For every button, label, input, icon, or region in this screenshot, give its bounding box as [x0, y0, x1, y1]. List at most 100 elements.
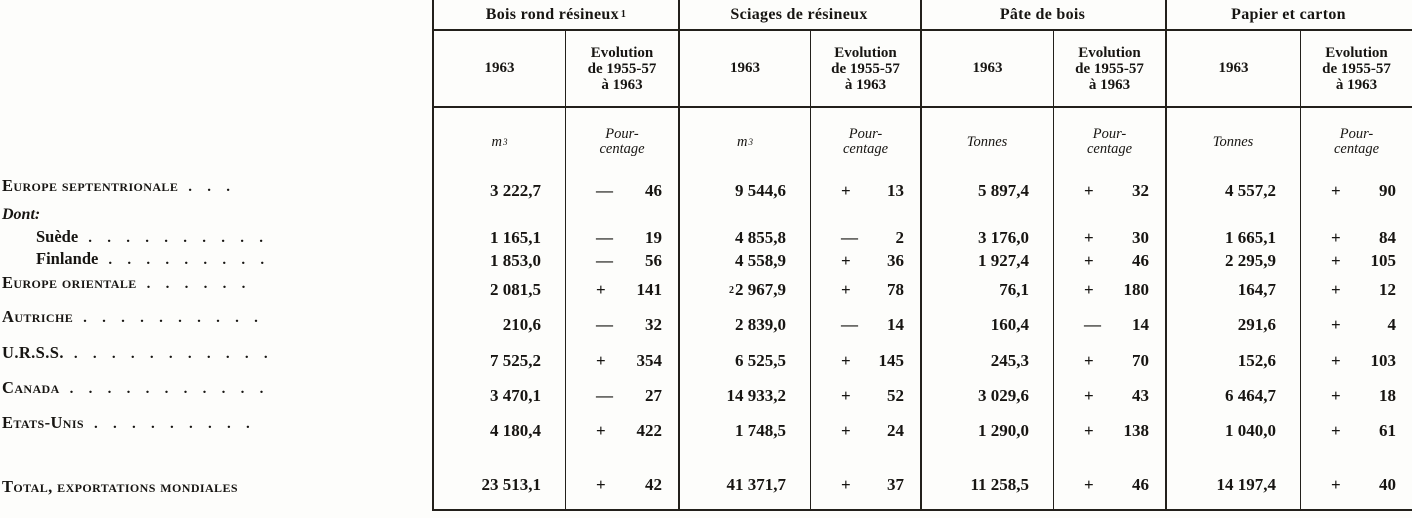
leader-dots: . . . . . . . . . .	[83, 310, 259, 326]
cell-evolution: +103	[1300, 343, 1412, 378]
footnote-marker: 1	[620, 9, 627, 20]
cell-evolution: +145	[810, 343, 920, 378]
cell-evolution: +43	[1053, 378, 1165, 413]
leader-dots: . . . . . . . . . . .	[73, 346, 269, 362]
cell-value: 245,3	[920, 343, 1053, 378]
cell-value: 3 029,6	[920, 378, 1053, 413]
group-header-papier: Papier et carton	[1165, 0, 1412, 31]
col-header-1963: 1963	[432, 31, 565, 108]
col-header-evolution: Evolution de 1955-57 à 1963	[565, 31, 678, 108]
unit-pourcentage: Pour-centage	[1300, 108, 1412, 176]
cell-evolution: +40	[1300, 449, 1412, 511]
cell-value: 1 665,1	[1165, 227, 1300, 249]
cell-evolution: +138	[1053, 413, 1165, 449]
cell-value: 2 839,0	[678, 307, 810, 343]
unit-tonnes: Tonnes	[920, 108, 1053, 176]
cell-value: 76,1	[920, 273, 1053, 307]
group-title: Bois rond résineux	[485, 5, 619, 23]
cell-value: 11 258,5	[920, 449, 1053, 511]
group-header-bois-rond: Bois rond résineux 1	[432, 0, 678, 31]
cell-evolution: +180	[1053, 273, 1165, 307]
blank	[0, 31, 432, 108]
cell-evolution: +30	[1053, 227, 1165, 249]
footnote-marker: 2	[729, 284, 734, 296]
table-row-label: Dont:	[0, 206, 432, 227]
cell-evolution: —27	[565, 378, 678, 413]
table-row-label: Europe orientale . . . . . .	[0, 273, 432, 307]
cell-evolution: +422	[565, 413, 678, 449]
cell-value: 6 464,7	[1165, 378, 1300, 413]
row-label-etats-unis: Etats-Unis	[2, 413, 84, 432]
col-header-1963: 1963	[920, 31, 1053, 108]
leader-dots: . . . . . . . . . .	[88, 230, 264, 246]
row-label-autriche: Autriche	[2, 307, 74, 326]
cell-evolution: +70	[1053, 343, 1165, 378]
cell-value: 4 557,2	[1165, 176, 1300, 206]
cell-value: 1 927,4	[920, 249, 1053, 273]
cell-value: 3 222,7	[432, 176, 565, 206]
cell-value: 210,6	[432, 307, 565, 343]
cell-value: 152,6	[1165, 343, 1300, 378]
table-row-label: Total, exportations mondiales	[0, 449, 432, 511]
leader-dots: . . .	[188, 179, 231, 195]
cell-value: 1 290,0	[920, 413, 1053, 449]
row-label-urss: U.R.S.S.	[2, 343, 64, 362]
unit-tonnes: Tonnes	[1165, 108, 1300, 176]
unit-pourcentage: Pour-centage	[565, 108, 678, 176]
table-row-label: Finlande . . . . . . . . .	[0, 249, 432, 273]
row-label-dont: Dont:	[2, 206, 41, 223]
cell-evolution: +52	[810, 378, 920, 413]
cell-evolution: —2	[810, 227, 920, 249]
col-header-evolution: Evolution de 1955-57 à 1963	[810, 31, 920, 108]
row-label-total: Total, exportations mondiales	[2, 477, 238, 496]
leader-dots: . . . . . . . . . . .	[69, 381, 265, 397]
cell-value: 7 525,2	[432, 343, 565, 378]
cell-value: 4 180,4	[432, 413, 565, 449]
cell-value: 6 525,5	[678, 343, 810, 378]
row-label-finlande: Finlande	[36, 249, 99, 268]
cell-evolution: —46	[565, 176, 678, 206]
row-label-europe-orientale: Europe orientale	[2, 273, 137, 292]
table-row-label: Europe septentrionale . . .	[0, 176, 432, 206]
row-label-canada: Canada	[2, 378, 60, 397]
cell-value: 160,4	[920, 307, 1053, 343]
cell-value: 2 081,5	[432, 273, 565, 307]
cell-evolution: +105	[1300, 249, 1412, 273]
cell-evolution: +13	[810, 176, 920, 206]
cell-value: 5 897,4	[920, 176, 1053, 206]
group-header-sciages: Sciages de résineux	[678, 0, 920, 31]
table-row-label: Suède . . . . . . . . . .	[0, 227, 432, 249]
cell-evolution: +354	[565, 343, 678, 378]
cell-evolution: +36	[810, 249, 920, 273]
table-row-label: Etats-Unis . . . . . . . . .	[0, 413, 432, 449]
cell-value: 4 855,8	[678, 227, 810, 249]
col-header-1963: 1963	[1165, 31, 1300, 108]
row-label-europe-septentrionale: Europe septentrionale	[2, 176, 179, 195]
cell-value: 2 295,9	[1165, 249, 1300, 273]
col-header-evolution: Evolution de 1955-57 à 1963	[1300, 31, 1412, 108]
corner-blank	[0, 0, 432, 31]
cell-evolution: —19	[565, 227, 678, 249]
cell-value: 291,6	[1165, 307, 1300, 343]
cell-evolution: +37	[810, 449, 920, 511]
cell-value: 41 371,7	[678, 449, 810, 511]
cell-value: 14 933,2	[678, 378, 810, 413]
cell-evolution: +32	[1053, 176, 1165, 206]
leader-dots: . . . . . .	[146, 276, 247, 292]
group-title: Pâte de bois	[999, 5, 1086, 23]
cell-value: 1 853,0	[432, 249, 565, 273]
cell-evolution: +78	[810, 273, 920, 307]
cell-value: 3 470,1	[432, 378, 565, 413]
col-header-evolution: Evolution de 1955-57 à 1963	[1053, 31, 1165, 108]
cell-value: 1 165,1	[432, 227, 565, 249]
cell-evolution: +90	[1300, 176, 1412, 206]
cell-evolution: —14	[1053, 307, 1165, 343]
cell-value: 1 748,5	[678, 413, 810, 449]
col-header-1963: 1963	[678, 31, 810, 108]
cell-evolution: +42	[565, 449, 678, 511]
cell-evolution: +141	[565, 273, 678, 307]
cell-evolution: +46	[1053, 249, 1165, 273]
